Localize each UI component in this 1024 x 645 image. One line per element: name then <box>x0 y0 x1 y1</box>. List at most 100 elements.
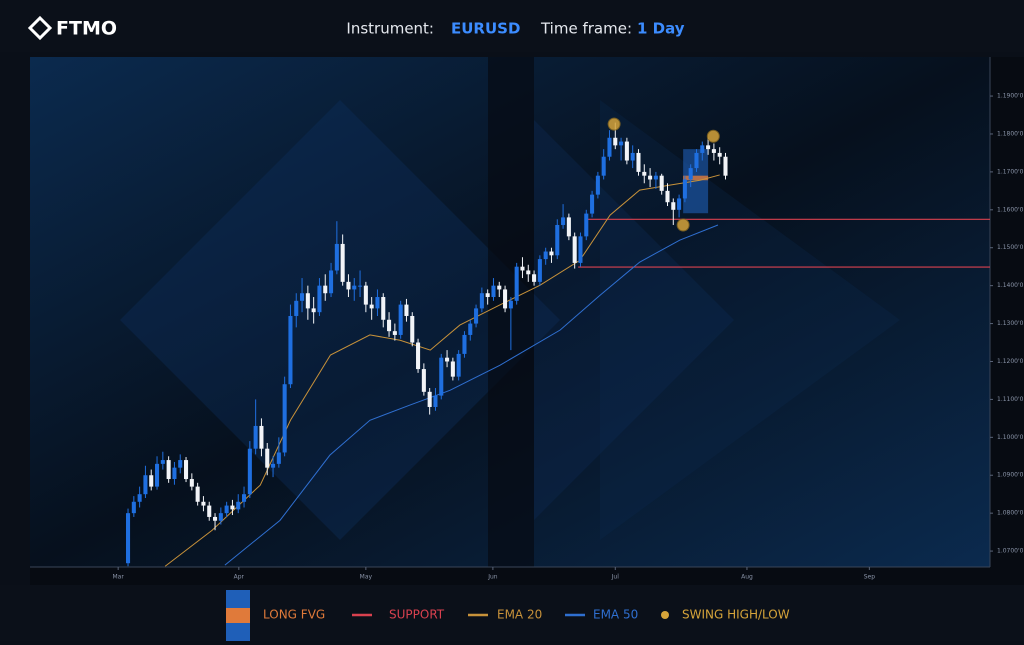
legend-swatch <box>661 611 669 619</box>
candle-body <box>369 304 374 309</box>
instrument: EURUSD <box>451 20 520 38</box>
candle-body <box>201 501 206 506</box>
legend-bar <box>0 585 1024 641</box>
candle-body <box>648 175 653 180</box>
candle-body <box>166 460 171 480</box>
candle-body <box>126 513 131 564</box>
candle-body <box>317 285 322 313</box>
bg-chevron <box>534 120 734 520</box>
candle-body <box>358 285 363 287</box>
candle-body <box>474 308 479 324</box>
candle-body <box>421 369 426 392</box>
candle-body <box>584 213 589 237</box>
candle-body <box>427 391 432 407</box>
candle-body <box>659 175 664 191</box>
candle-body <box>549 251 554 256</box>
legend-label: EMA 50 <box>593 608 638 622</box>
candle-body <box>706 145 711 150</box>
candle-body <box>462 334 467 354</box>
candle-body <box>329 270 334 294</box>
candle-body <box>131 501 136 514</box>
candle-body <box>682 179 687 199</box>
candle-body <box>601 156 606 176</box>
candle-body <box>259 425 264 449</box>
y-tick-label: 1.1800'0 <box>997 130 1024 137</box>
x-tick-label: Jul <box>611 574 620 581</box>
candle-body <box>323 285 328 294</box>
logo: FTMO <box>27 15 117 41</box>
candle-body <box>537 259 542 282</box>
candle-body <box>607 137 612 157</box>
candle-body <box>189 479 194 487</box>
x-tick-label: Jun <box>487 574 498 581</box>
logo-text: FTMO <box>56 18 117 40</box>
candle-body <box>160 460 165 464</box>
logo-mark <box>27 15 53 41</box>
candle-body <box>334 243 339 271</box>
candle-body <box>572 236 577 263</box>
candle-body <box>491 285 496 298</box>
swing-marker <box>706 129 720 143</box>
candle-body <box>172 467 177 480</box>
bg-chevron <box>600 100 900 540</box>
candle-body <box>555 224 560 256</box>
candle-body <box>508 300 513 309</box>
y-tick-label: 1.1500'0 <box>997 244 1024 251</box>
candle-body <box>671 202 676 210</box>
y-tick-label: 1.1600'0 <box>997 206 1024 213</box>
legend-fvg-gap <box>226 608 250 623</box>
y-tick-label: 1.0800'0 <box>997 510 1024 517</box>
candle-body <box>653 175 658 180</box>
candle-body <box>700 145 705 153</box>
x-tick-label: May <box>360 574 373 581</box>
fvg-gap <box>683 175 709 181</box>
candle-body <box>288 315 293 385</box>
candle-body <box>294 300 299 316</box>
candle-body <box>398 304 403 335</box>
legend-label: SUPPORT <box>389 608 445 622</box>
candle-body <box>305 293 310 309</box>
candle-body <box>497 285 502 290</box>
candle-body <box>381 297 386 320</box>
candle-body <box>363 285 368 305</box>
candle-body <box>300 293 305 301</box>
candle-body <box>253 425 258 449</box>
candle-body <box>271 463 276 468</box>
y-tick-label: 1.0900'0 <box>997 472 1024 479</box>
candle-body <box>485 293 490 298</box>
swing-marker <box>676 218 690 232</box>
candle-body <box>392 331 397 335</box>
candle-body <box>433 395 438 407</box>
candle-body <box>624 141 629 161</box>
ema-line <box>164 174 720 567</box>
x-tick-label: Aug <box>741 574 753 581</box>
candle-body <box>340 243 345 282</box>
x-tick-label: Mar <box>113 574 125 581</box>
candle-body <box>717 152 722 157</box>
candle-body <box>276 452 281 464</box>
candle-body <box>630 152 635 161</box>
candle-body <box>311 308 316 313</box>
candle-body <box>561 217 566 225</box>
y-tick-label: 1.0700'0 <box>997 548 1024 555</box>
instrument-label: Instrument: <box>346 20 434 38</box>
y-tick-label: 1.1400'0 <box>997 282 1024 289</box>
candle-body <box>439 357 444 396</box>
candle-body <box>711 149 716 153</box>
y-tick-label: 1.1200'0 <box>997 358 1024 365</box>
candle-body <box>619 141 624 146</box>
candle-body <box>178 460 183 468</box>
candle-body <box>578 236 583 263</box>
candle-body <box>677 198 682 210</box>
candle-body <box>213 516 218 521</box>
candle-body <box>636 152 641 172</box>
candle-body <box>520 266 525 271</box>
candle-body <box>230 505 235 510</box>
candle-body <box>468 323 473 335</box>
candle-body <box>195 486 200 502</box>
candle-body <box>218 513 223 521</box>
candle-body <box>387 319 392 332</box>
timeframe-label: Time frame: <box>540 20 632 38</box>
candle-body <box>224 505 229 514</box>
candle-body <box>665 190 670 203</box>
